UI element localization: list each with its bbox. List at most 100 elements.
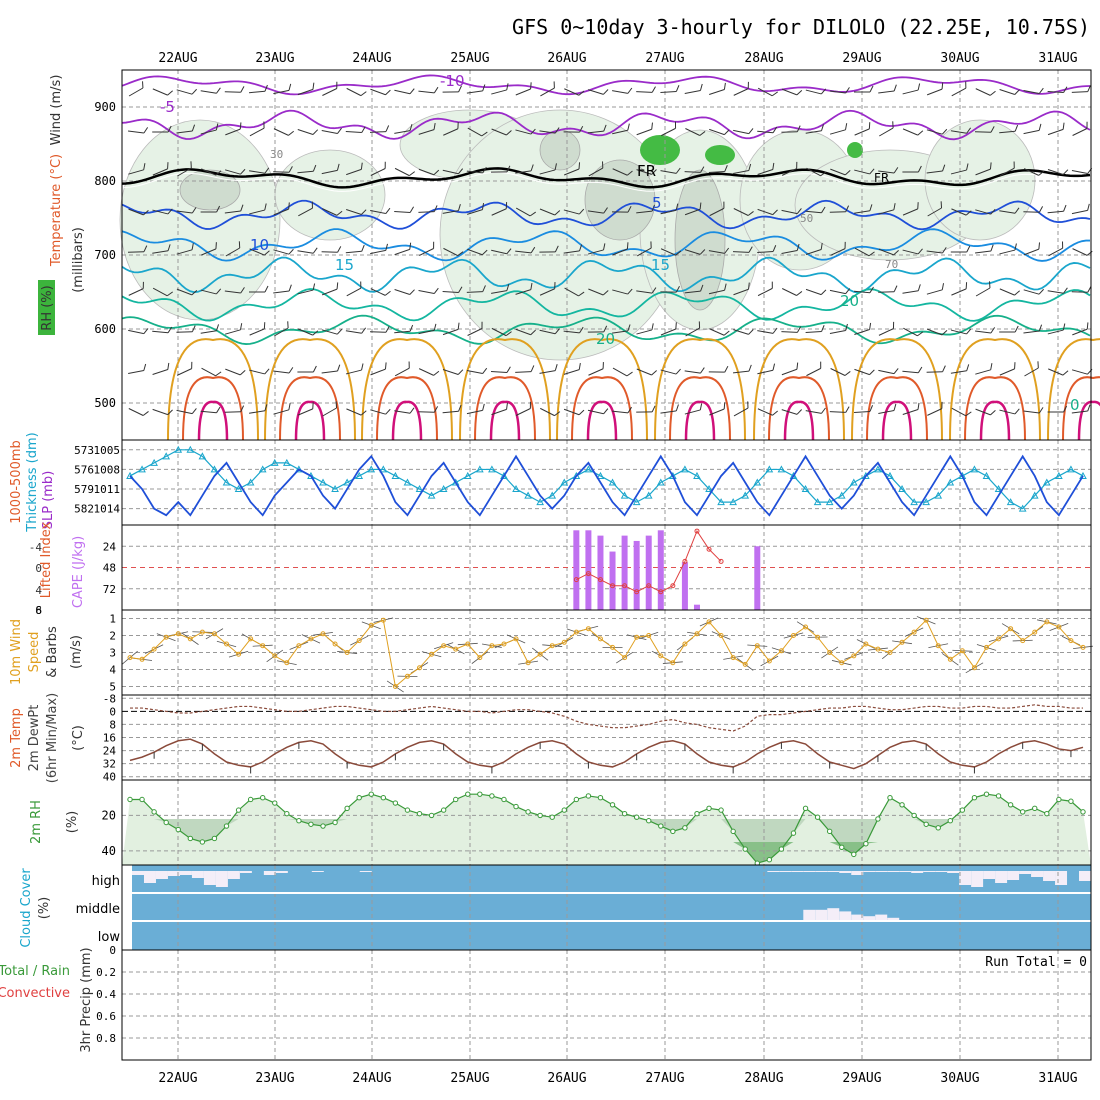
wind-point-15: [308, 636, 314, 642]
wind-point-35: [549, 643, 555, 649]
wind-barb: [515, 328, 536, 336]
arch-red-9: [1062, 376, 1100, 441]
wind-barb-shaft: [733, 288, 749, 296]
wind-barb-shaft: [588, 89, 604, 95]
arch-orange-6: [753, 338, 845, 441]
wind-barb: [732, 246, 753, 253]
wind-barb-flag: [336, 81, 338, 89]
wind-barb-flag: [264, 250, 270, 256]
wind-barb-shaft: [1048, 368, 1064, 376]
wind-barb: [321, 163, 340, 175]
wind-barb-flag: [240, 204, 244, 212]
cloud-high-59: [839, 871, 852, 873]
wind-barb-shaft: [152, 330, 169, 334]
wind-barb: [733, 81, 749, 96]
wind-barb: [660, 322, 677, 336]
wind-barb-shaft: [781, 131, 798, 133]
wind-barb-flag: [699, 249, 706, 255]
wind-barb-shaft: [418, 168, 435, 176]
li-point-4: [622, 583, 628, 589]
freezing-level: [121, 167, 1091, 189]
wind-barb: [781, 288, 803, 296]
wind-speed-line: [129, 619, 1084, 688]
wind-barb-flag: [458, 404, 462, 412]
thickness-marker-69: [958, 471, 967, 479]
wind-barb-flag: [336, 163, 340, 171]
wind-barb-flag: [238, 241, 241, 249]
wind-barb-flag: [263, 121, 265, 129]
wind-barb-shaft: [297, 328, 313, 336]
thickness-marker-16: [319, 478, 327, 486]
date-bottom-1: 23AUG: [255, 1071, 294, 1086]
thickness-marker-27: [451, 478, 460, 486]
date-top-8: 30AUG: [940, 51, 979, 66]
wind-barb: [781, 409, 803, 415]
wind-barb-flag: [409, 88, 415, 95]
wind-barb: [539, 163, 557, 175]
wind-barb-shaft: [467, 328, 483, 336]
cloud-level-high: high: [92, 874, 120, 889]
wind-barb-flag: [240, 405, 245, 412]
ytick-mb-2: 700: [94, 248, 116, 262]
thickness-marker-23: [403, 478, 412, 486]
wind-barb-flag: [288, 284, 292, 292]
wind-barb-flag: [361, 209, 367, 215]
cloud-high-2: [155, 871, 168, 879]
rh-point-38: [585, 793, 592, 799]
wind-barb: [878, 285, 898, 293]
wind-barb-flag: [651, 169, 657, 175]
wind-barb: [587, 124, 607, 134]
cloud-level-middle: middle: [76, 902, 120, 917]
wind-barb-flag: [191, 207, 197, 214]
wind-barb-flag: [893, 249, 899, 256]
rh-point-72: [995, 793, 1002, 799]
wind-barb-flag: [384, 362, 387, 370]
wind-barb-flag: [675, 167, 681, 174]
wind-barb: [1023, 288, 1044, 295]
wind-barb: [563, 125, 584, 133]
wind-barb: [466, 403, 485, 415]
wind-barb-flag: [772, 363, 776, 371]
wind-barb-flag: [699, 202, 702, 210]
rh-point-8: [223, 823, 230, 829]
thickness-marker-64: [898, 484, 906, 493]
wind-barb-flag: [361, 244, 365, 252]
wind-barb: [854, 168, 875, 175]
wind-barb-flag: [457, 322, 460, 330]
wind-barb-flag: [796, 208, 802, 214]
wind-barb-shaft: [612, 367, 628, 377]
wind-barb: [370, 288, 391, 296]
wind-barb-flag: [821, 206, 826, 213]
rh-point-53: [766, 856, 773, 863]
wind-barb-shaft: [321, 370, 338, 374]
wind-barb-flag: [940, 201, 943, 209]
wind-barb-shaft: [684, 409, 701, 415]
wind-barb: [249, 203, 267, 215]
cloud-high-11: [263, 871, 276, 875]
ylabel-total-rain: Total / Rain: [0, 964, 70, 979]
wind-barb-flag: [191, 289, 198, 296]
wind-barb-flag: [458, 85, 462, 93]
ylabel-mb: (millibars): [71, 227, 86, 293]
wind-barb-flag: [458, 286, 463, 293]
wind-point-67: [935, 643, 941, 649]
arch-red-6: [768, 376, 830, 441]
arch-orange-8: [949, 338, 1041, 441]
wind-point-69: [959, 648, 965, 654]
wind-barb: [491, 202, 508, 216]
wind-barb: [200, 406, 221, 414]
wind-barb: [176, 288, 198, 296]
wind-barb: [515, 207, 537, 217]
wind-barb-flag: [941, 283, 945, 290]
temp-contour-label-3: 5: [652, 194, 662, 212]
wind-barb: [176, 325, 196, 333]
wind-barb-flag: [1038, 206, 1044, 213]
cloud-high-7: [215, 871, 228, 887]
wind-barb-flag: [529, 211, 537, 217]
wind-barb-flag: [142, 81, 144, 89]
wind-barb-flag: [408, 361, 410, 369]
wind-barb-shaft: [345, 250, 362, 254]
wind-barb-shaft: [684, 89, 701, 95]
wind-barb-flag: [554, 282, 556, 289]
cape-bar-6: [645, 535, 652, 610]
